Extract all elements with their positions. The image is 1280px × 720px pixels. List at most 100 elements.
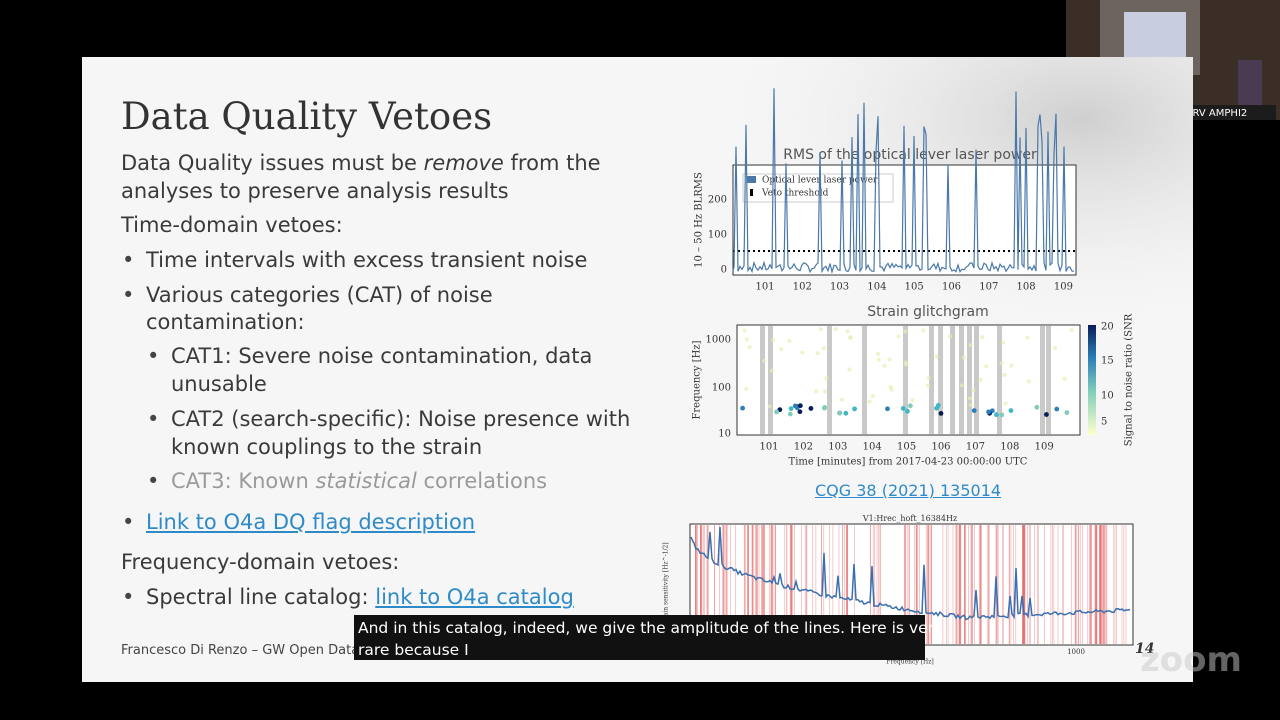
glitch-dot [934,405,939,411]
x-tick-label: 108 [1017,282,1036,293]
veto-band [1040,326,1045,434]
glitch-dot [903,362,908,367]
glitch-dot [999,361,1004,366]
glitch-dot [1000,340,1005,345]
glitch-dot [948,334,953,339]
glitch-dot [900,405,906,411]
glitch-dot [787,338,792,343]
glitch-dot [797,409,803,415]
italic-text: statistical [315,469,417,493]
bullet-cont: contamination: [146,310,305,334]
reference-link[interactable]: CQG 38 (2021) 135014 [815,481,1002,500]
veto-band [967,326,972,434]
x-tick-label: 104 [863,442,882,453]
glitch-dot [822,405,828,410]
figures: RMS of the optical lever laser power 10 … [663,88,1135,666]
veto-band [974,326,979,434]
glitch-dot [788,406,794,412]
x-tick-label: 102 [794,442,813,453]
glitch-dot [771,337,776,342]
glitch-dot [1003,401,1008,406]
veto-band [938,326,943,434]
glitch-dot [888,384,893,389]
glitch-dot [885,406,890,412]
x-tick-label: 101 [755,282,774,293]
glitch-dot [808,406,814,411]
text: from the [503,151,601,175]
y-tick-label: 0 [721,265,727,276]
glitch-dot [769,368,774,373]
glitch-dot [1026,379,1031,384]
glitch-dot [959,383,964,388]
figure-title: RMS of the optical lever laser power [783,147,1037,163]
x-tick-label: 107 [966,442,985,453]
glitch-dot [1002,372,1007,377]
glitch-dot [837,410,842,416]
plot-frame [736,324,1081,436]
y-tick-label: 100 [708,230,727,241]
glitch-dot [1025,335,1030,340]
glitch-dot [1044,412,1049,417]
glitch-dot [744,337,749,342]
caption: And in this catalog, indeed, we give the… [354,615,944,660]
glitch-dot [968,402,973,407]
catalog-link[interactable]: link to O4a catalog [375,585,574,609]
glitch-dot [774,409,779,415]
sub-bullet-cont: unusable [171,372,267,396]
heading: Frequency-domain vetoes: [121,550,400,574]
legend-swatch [747,176,756,183]
glitch-dot [744,386,749,391]
glitch-dot [742,328,747,333]
glitch-dot [986,409,991,415]
bullet: Spectral line catalog: link to O4a catal… [122,585,574,609]
glitch-dot [787,411,793,417]
glitch-dot [980,335,985,340]
colorbar-tick-label: 10 [1101,391,1114,402]
glitch-dot [822,389,827,394]
text: CAT3: Known [171,469,316,493]
glitch-dot [961,355,966,360]
glitch-dot [867,399,872,404]
glitch-dot [905,408,910,414]
italic-text: remove [423,151,504,175]
glitch-dot [815,351,820,356]
glitch-dot [934,354,939,359]
y-label: 10 – 50 Hz BLRMS [694,172,705,268]
legend [742,173,894,203]
glitch-dot [1009,363,1014,368]
x-label: Time [minutes] from 2017-04-23 00:00:00 … [789,457,1028,468]
glitch-dot [792,403,798,409]
glitch-dot [903,329,908,334]
veto-band [827,326,832,434]
bullet: Time intervals with excess transient noi… [122,250,587,272]
glitch-dot [821,346,826,351]
dq-link[interactable]: Link to O4a DQ flag description [122,512,475,534]
y-label: Strain sensitivity [Hz^-1/2] [663,542,670,625]
y-label: Frequency [Hz] [692,340,703,419]
glitch-dot [908,403,913,409]
veto-band [959,326,964,434]
text: Data Quality issues must be [121,151,424,175]
glitch-dot [921,328,926,333]
veto-band [1046,326,1051,434]
glitch-dot [994,412,999,418]
x-tick-label: 109 [1035,442,1054,453]
caption-line: And in this catalog, indeed, we give the… [358,619,944,637]
legend-swatch [750,189,753,196]
glitch-dot [767,404,772,409]
y-tick-label: 1000 [706,335,731,346]
rms-curve [732,88,1074,275]
spectrum-curve [690,526,1131,621]
veto-band [903,326,908,434]
glitch-dot [1064,410,1070,416]
glitch-dot [938,411,944,416]
legend-text: Veto threshold [761,189,829,199]
glitch-dot [845,329,850,334]
intro-line: analyses to preserve analysis results [121,179,509,203]
x-tick-label: 103 [828,442,847,453]
x-label: Frequency [Hz] [886,659,933,666]
slide-title: Data Quality Vetoes [121,95,493,138]
slide: Data Quality Vetoes Data Quality issues … [82,57,1193,682]
y-tick-label: 100 [712,383,731,394]
glitch-dot [740,405,746,411]
